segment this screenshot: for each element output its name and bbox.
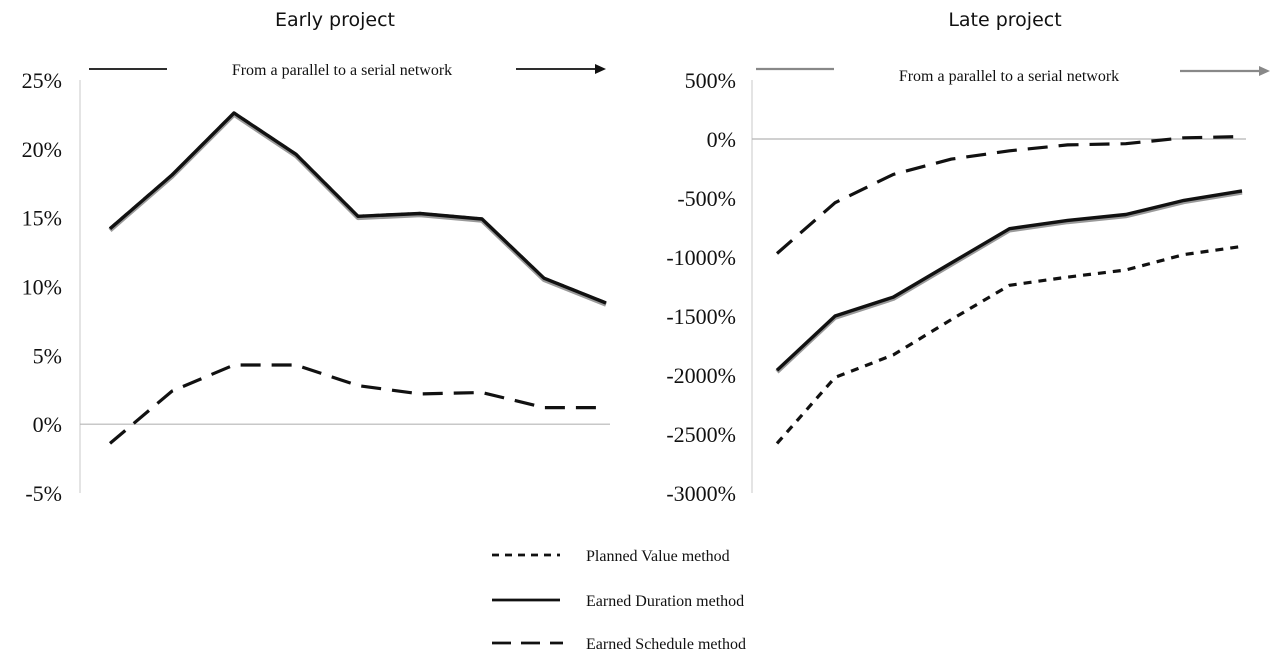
series-line-earned-schedule-method bbox=[108, 363, 606, 445]
y-tick-label: -500% bbox=[677, 186, 736, 211]
chart-title: Early project bbox=[275, 9, 395, 31]
y-tick-label: 0% bbox=[33, 412, 62, 437]
chart-title: Late project bbox=[948, 9, 1061, 31]
legend-label: Earned Duration method bbox=[586, 593, 744, 610]
series-line-planned-value-method bbox=[108, 111, 607, 305]
series-line-earned-duration-method bbox=[775, 189, 1243, 372]
y-tick-label: 0% bbox=[707, 127, 736, 152]
series-line-shadow bbox=[775, 190, 1243, 374]
legend: Planned Value method Earned Duration met… bbox=[492, 548, 746, 653]
arrow-head-icon bbox=[1259, 66, 1270, 76]
y-tick-label: -1500% bbox=[666, 304, 736, 329]
arrow-head-icon bbox=[595, 64, 606, 74]
series-line-earned-duration-method bbox=[108, 111, 607, 305]
series-lines bbox=[775, 135, 1243, 445]
y-tick-label: 20% bbox=[22, 137, 62, 162]
network-annotation: From a parallel to a serial network bbox=[756, 66, 1270, 85]
series-lines bbox=[108, 111, 607, 445]
chart-late-project: Late project From a parallel to a serial… bbox=[666, 9, 1270, 506]
y-tick-label: 10% bbox=[22, 275, 62, 300]
series-line-shadow bbox=[108, 112, 607, 307]
series-line-earned-schedule-method bbox=[775, 135, 1243, 255]
y-tick-label: 5% bbox=[33, 343, 62, 368]
legend-label: Earned Schedule method bbox=[586, 636, 746, 653]
y-tick-label: -1000% bbox=[666, 245, 736, 270]
y-tick-label: -2500% bbox=[666, 422, 736, 447]
legend-item-earned-duration: Earned Duration method bbox=[492, 593, 744, 610]
series-line-planned-value-method bbox=[775, 244, 1243, 445]
legend-item-planned-value: Planned Value method bbox=[492, 548, 730, 565]
y-tick-label: 25% bbox=[22, 68, 62, 93]
chart-early-project: Early project From a parallel to a seria… bbox=[22, 9, 610, 506]
y-axis: 25% 20% 15% 10% 5% 0% -5% bbox=[22, 68, 81, 506]
annotation-text: From a parallel to a serial network bbox=[232, 62, 452, 79]
y-tick-label: 15% bbox=[22, 206, 62, 231]
annotation-text: From a parallel to a serial network bbox=[899, 68, 1119, 85]
y-tick-label: -2000% bbox=[666, 363, 736, 388]
y-tick-label: -3000% bbox=[666, 481, 736, 506]
y-tick-label: -5% bbox=[25, 481, 62, 506]
legend-item-earned-schedule: Earned Schedule method bbox=[492, 636, 746, 653]
y-tick-label: 500% bbox=[685, 68, 736, 93]
y-axis: 500% 0% -500% -1000% -1500% -2000% -2500% -3000… bbox=[666, 68, 753, 506]
legend-label: Planned Value method bbox=[586, 548, 730, 565]
network-annotation: From a parallel to a serial network bbox=[89, 62, 606, 79]
